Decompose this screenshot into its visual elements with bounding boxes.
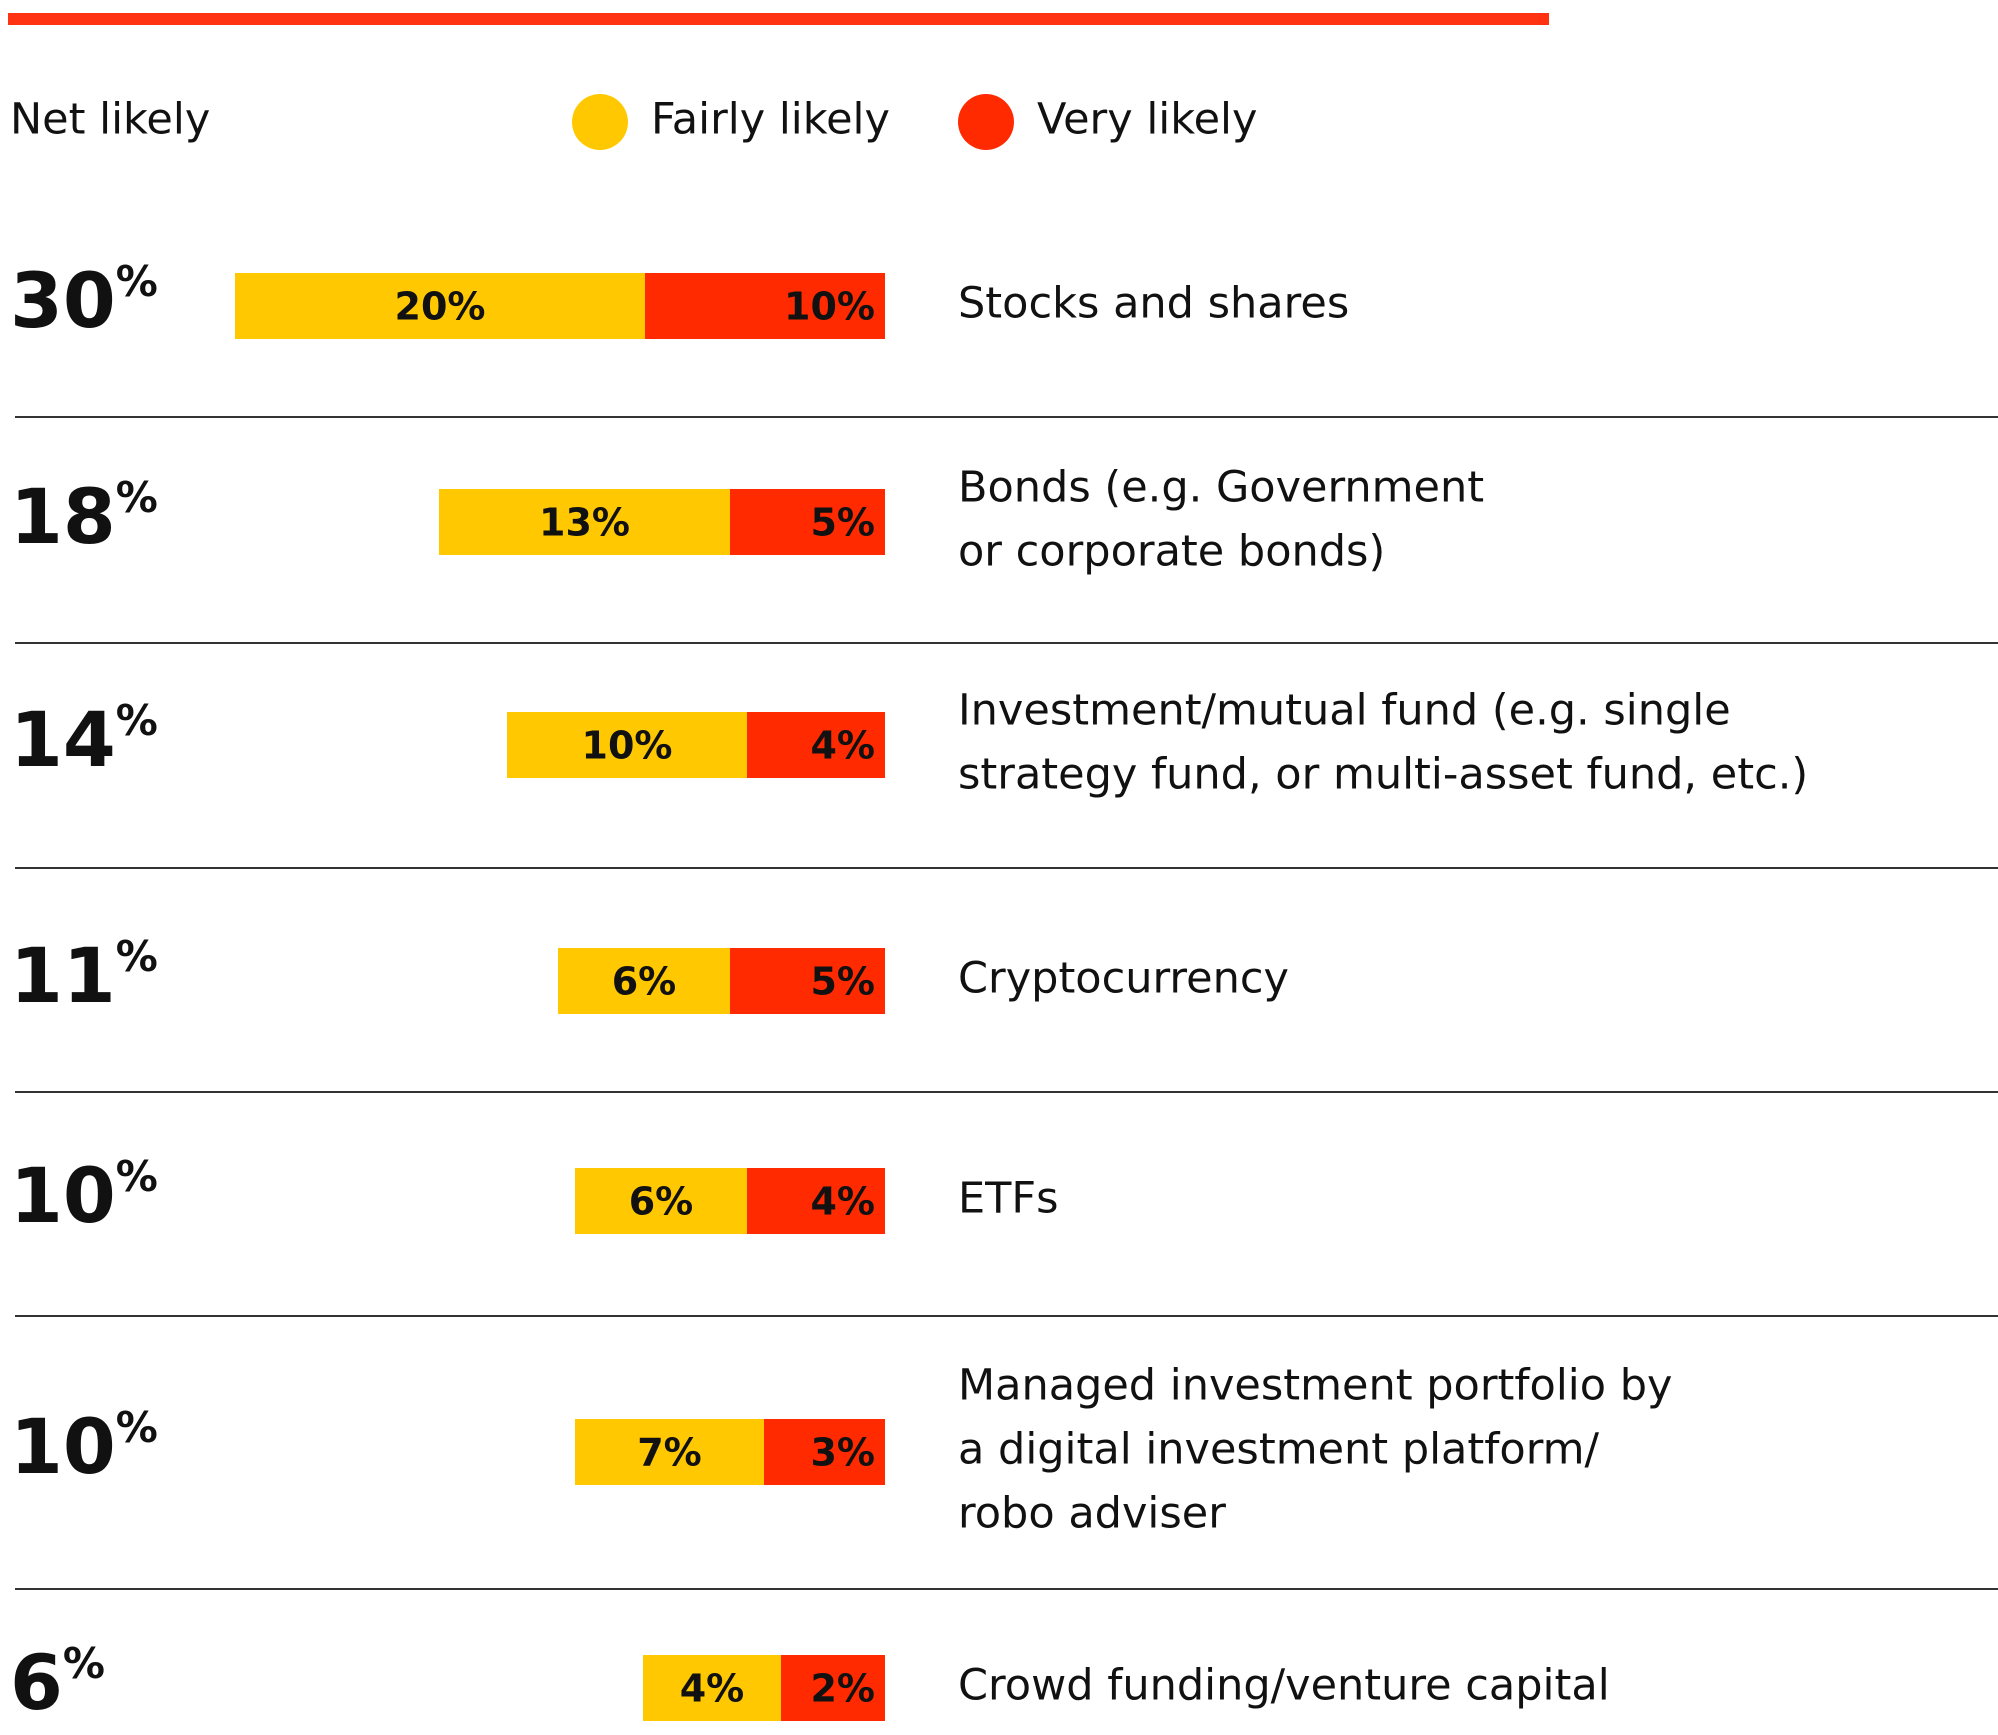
net-number: 18 bbox=[10, 472, 116, 561]
data-label: 7% bbox=[637, 1431, 702, 1475]
net-number: 10 bbox=[10, 1151, 116, 1240]
data-label: 4% bbox=[810, 1180, 875, 1224]
net-number: 30 bbox=[10, 256, 116, 345]
net-number: 11 bbox=[10, 931, 116, 1020]
category-label: a digital investment platform/ bbox=[958, 1425, 1600, 1475]
data-label: 5% bbox=[810, 960, 875, 1004]
data-label: 4% bbox=[810, 724, 875, 768]
data-label: 6% bbox=[612, 960, 677, 1004]
bar-segment bbox=[575, 1419, 764, 1485]
data-label: 20% bbox=[395, 285, 486, 329]
bar-segment bbox=[730, 489, 885, 555]
category-label: Investment/mutual fund (e.g. single bbox=[958, 686, 1731, 736]
data-label: 3% bbox=[810, 1431, 875, 1475]
bar-segment bbox=[507, 712, 747, 778]
data-label: 10% bbox=[582, 724, 673, 768]
net-value: 10% bbox=[10, 1151, 158, 1240]
net-value: 18% bbox=[10, 472, 158, 561]
net-value: 14% bbox=[10, 695, 158, 784]
net-value: 10% bbox=[10, 1402, 158, 1491]
bar-segment bbox=[558, 948, 730, 1014]
net-value: 11% bbox=[10, 931, 158, 1020]
bar-segment bbox=[643, 1655, 781, 1721]
bar-segment bbox=[747, 712, 885, 778]
data-label: 2% bbox=[810, 1667, 875, 1711]
category-label: ETFs bbox=[958, 1174, 1059, 1224]
net-unit: % bbox=[63, 1639, 105, 1688]
net-unit: % bbox=[116, 257, 158, 306]
bar-segment bbox=[747, 1168, 885, 1234]
net-value: 30% bbox=[10, 256, 158, 345]
net-unit: % bbox=[116, 1403, 158, 1452]
net-unit: % bbox=[116, 1152, 158, 1201]
category-label: Crowd funding/venture capital bbox=[958, 1661, 1610, 1711]
net-number: 14 bbox=[10, 695, 116, 784]
data-label: 4% bbox=[680, 1667, 745, 1711]
legend-swatch bbox=[572, 94, 628, 150]
category-label: Cryptocurrency bbox=[958, 954, 1289, 1004]
bar-segment bbox=[730, 948, 885, 1014]
category-label: Bonds (e.g. Government bbox=[958, 463, 1484, 513]
category-label: or corporate bonds) bbox=[958, 527, 1385, 577]
legend-label: Fairly likely bbox=[651, 95, 890, 145]
legend-title: Net likely bbox=[10, 95, 210, 145]
bar-segment bbox=[781, 1655, 885, 1721]
data-label: 13% bbox=[539, 501, 630, 545]
net-number: 6 bbox=[10, 1638, 63, 1727]
data-label: 5% bbox=[810, 501, 875, 545]
net-unit: % bbox=[116, 932, 158, 981]
category-label: Stocks and shares bbox=[958, 279, 1349, 329]
category-label: robo adviser bbox=[958, 1489, 1226, 1539]
top-rule bbox=[8, 13, 1549, 25]
net-value: 6% bbox=[10, 1638, 105, 1727]
legend-label: Very likely bbox=[1037, 95, 1257, 145]
legend-swatch bbox=[958, 94, 1014, 150]
bar-segment bbox=[235, 273, 645, 339]
data-label: 10% bbox=[784, 285, 875, 329]
net-unit: % bbox=[116, 696, 158, 745]
bar-segment bbox=[575, 1168, 747, 1234]
category-label: Managed investment portfolio by bbox=[958, 1361, 1672, 1411]
data-label: 6% bbox=[629, 1180, 694, 1224]
net-unit: % bbox=[116, 473, 158, 522]
category-label: strategy fund, or multi-asset fund, etc.… bbox=[958, 750, 1808, 800]
bar-segment bbox=[439, 489, 730, 555]
net-number: 10 bbox=[10, 1402, 116, 1491]
bar-segment bbox=[645, 273, 885, 339]
bar-segment bbox=[764, 1419, 885, 1485]
